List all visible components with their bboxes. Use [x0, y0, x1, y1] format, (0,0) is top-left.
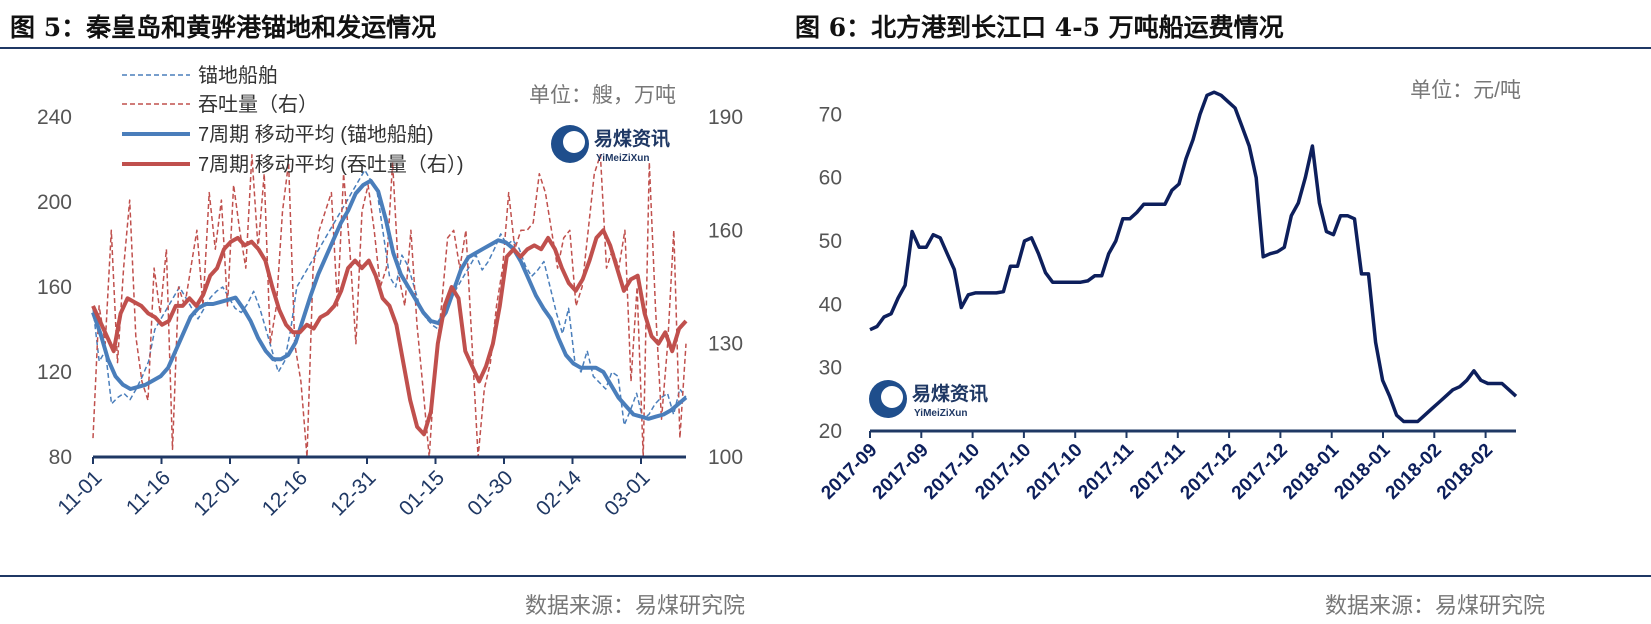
left-x-tick-label: 12-16	[258, 466, 312, 520]
right-x-tick-label: 2017-09	[817, 440, 881, 504]
left-y-tick-label: 160	[37, 276, 72, 299]
left-chart-title: 图 5：秦皇岛和黄骅港锚地和发运情况	[10, 13, 437, 42]
right-logo-mark-inner	[881, 386, 903, 408]
left-logo-subtext: YiMeiZiXun	[596, 153, 650, 164]
left-series-line-0	[92, 169, 687, 426]
left-x-tick-label: 01-30	[463, 466, 517, 520]
right-y-tick-label: 20	[819, 420, 842, 443]
left-x-tick-label: 12-31	[326, 466, 380, 520]
right-source-note: 数据来源：易煤研究院	[1325, 594, 1546, 619]
bottom-divider	[0, 575, 1651, 577]
left-x-tick-label: 11-16	[122, 466, 175, 519]
right-chart-title: 图 6：北方港到长江口 4-5 万吨船运费情况	[795, 13, 1284, 42]
left-x-tick-label: 11-01	[53, 466, 106, 519]
right-x-tick-label: 2017-09	[869, 440, 933, 504]
right-x-tick-label: 2018-01	[1330, 439, 1394, 503]
right-x-tick-label: 2017-12	[1228, 440, 1292, 504]
right-x-tick-label: 2018-01	[1279, 439, 1343, 503]
right-unit-label: 单位：元/吨	[1410, 79, 1521, 102]
top-divider	[0, 47, 1651, 49]
left-unit-label: 单位：艘，万吨	[529, 84, 676, 107]
left-logo-mark-inner	[563, 131, 585, 153]
right-x-tick-label: 2017-10	[920, 440, 984, 504]
right-y-tick-label: 60	[819, 167, 842, 190]
right-y-tick-label: 160	[708, 219, 743, 242]
left-x-tick-label: 12-01	[189, 466, 243, 520]
left-source-note: 数据来源：易煤研究院	[525, 594, 746, 619]
left-y-tick-label: 200	[37, 191, 72, 214]
left-legend-label-3: 7周期 移动平均 (吞吐量（右）)	[198, 153, 464, 176]
left-y-tick-label: 240	[37, 106, 72, 129]
left-x-tick-label: 02-14	[532, 466, 586, 520]
left-series-line-3	[91, 228, 688, 437]
right-y-tick-label: 100	[708, 446, 743, 469]
right-x-tick-label: 2017-11	[1075, 439, 1139, 503]
left-series-line-1	[92, 154, 687, 458]
left-logo-text: 易煤资讯	[594, 127, 670, 150]
right-series-line	[869, 90, 1518, 424]
left-chart: 80 120 160 200 240 100 130 160 190 11-01 11-16 12-0…	[37, 64, 743, 521]
left-series-line-2	[91, 178, 688, 421]
left-y-tick-label: 80	[49, 446, 72, 469]
left-legend-label-1: 吞吐量（右）	[198, 93, 318, 116]
right-x-tick-label: 2017-12	[1176, 440, 1240, 504]
right-logo-subtext: YiMeiZiXun	[914, 408, 968, 419]
right-logo-text: 易煤资讯	[912, 382, 988, 405]
left-legend-label-0: 锚地船舶	[198, 64, 278, 87]
left-y-tick-label: 120	[37, 361, 72, 384]
right-y-tick-label: 50	[819, 230, 842, 253]
right-x-tick-label: 2017-10	[1023, 440, 1087, 504]
left-x-tick-label: 03-01	[600, 466, 654, 520]
right-x-tick-label: 2018-02	[1433, 440, 1497, 504]
right-x-tick-label: 2018-02	[1382, 440, 1446, 504]
right-chart: 2030405060702017-092017-092017-102017-10…	[817, 79, 1521, 504]
left-legend-label-2: 7周期 移动平均 (锚地船舶)	[198, 123, 434, 146]
right-y-tick-label: 30	[819, 357, 842, 380]
right-y-tick-label: 190	[708, 106, 743, 129]
right-y-tick-label: 70	[819, 103, 842, 126]
right-y-tick-label: 40	[819, 293, 842, 316]
left-x-tick-label: 01-15	[395, 466, 449, 520]
right-y-tick-label: 130	[708, 333, 743, 356]
right-x-tick-label: 2017-10	[971, 440, 1035, 504]
